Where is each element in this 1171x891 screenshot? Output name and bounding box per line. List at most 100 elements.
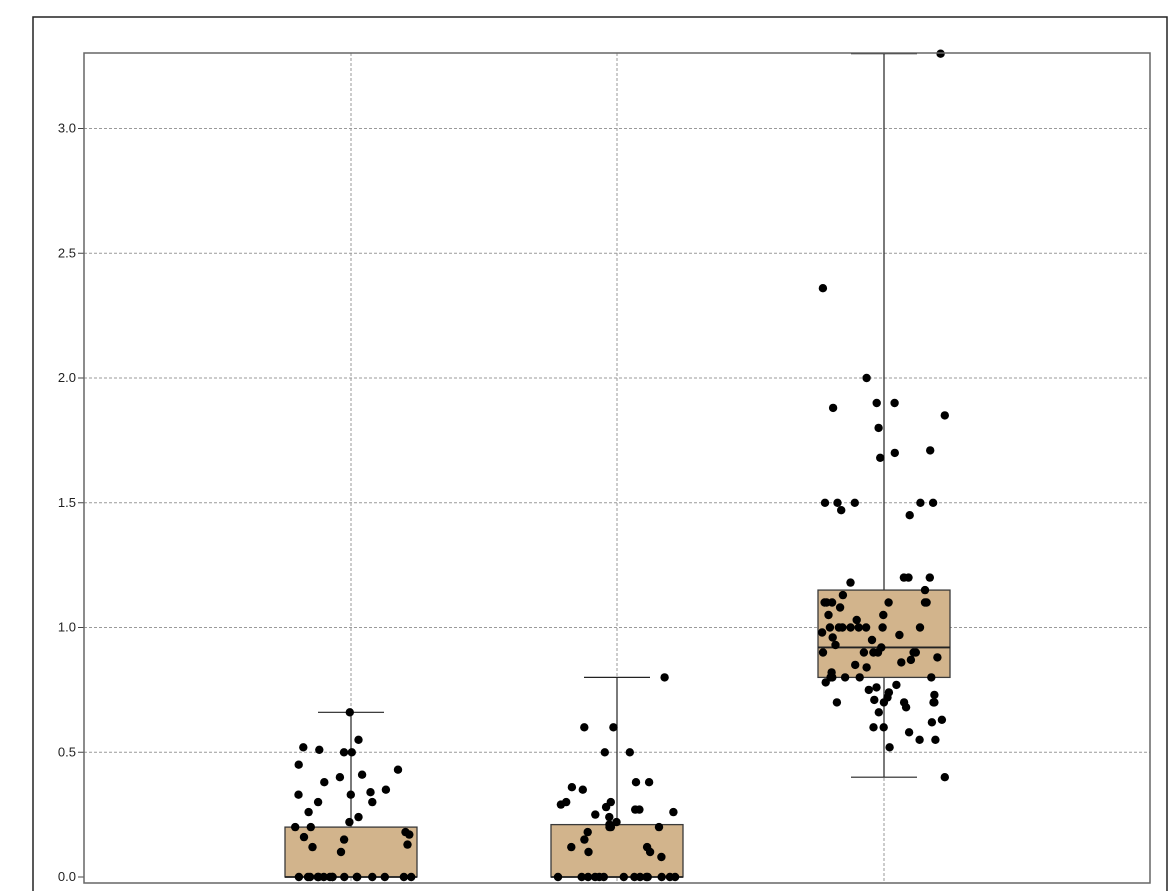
data-point bbox=[851, 660, 860, 670]
data-point bbox=[940, 411, 949, 420]
data-point bbox=[320, 778, 329, 787]
data-point bbox=[299, 743, 308, 752]
data-point bbox=[825, 623, 835, 632]
data-point bbox=[832, 698, 842, 707]
data-point bbox=[347, 748, 356, 757]
data-point bbox=[584, 847, 593, 857]
data-point bbox=[567, 783, 577, 792]
data-point bbox=[303, 872, 313, 882]
data-point bbox=[904, 728, 914, 737]
data-point bbox=[862, 373, 871, 383]
data-point bbox=[873, 648, 883, 657]
data-point bbox=[366, 788, 375, 797]
data-point bbox=[899, 573, 909, 582]
data-point bbox=[927, 718, 937, 727]
data-point bbox=[306, 822, 315, 832]
data-point bbox=[854, 623, 863, 632]
data-point bbox=[308, 842, 317, 852]
data-point bbox=[906, 655, 916, 665]
data-point bbox=[612, 817, 621, 827]
data-point bbox=[824, 610, 833, 620]
data-point bbox=[553, 872, 563, 882]
data-point bbox=[657, 872, 666, 882]
data-point bbox=[818, 648, 828, 657]
data-point bbox=[864, 685, 873, 695]
data-point bbox=[820, 598, 829, 607]
data-point bbox=[354, 812, 363, 822]
data-point bbox=[890, 448, 899, 458]
data-point bbox=[345, 817, 354, 827]
data-point bbox=[407, 872, 416, 882]
data-point bbox=[357, 770, 367, 779]
data-point bbox=[294, 760, 303, 769]
y-tick-label: 3.0 bbox=[58, 121, 76, 136]
data-point bbox=[381, 785, 391, 794]
data-point bbox=[635, 872, 645, 882]
data-point bbox=[335, 773, 345, 782]
data-point bbox=[859, 648, 869, 657]
data-point bbox=[827, 598, 837, 607]
data-point bbox=[890, 398, 899, 408]
data-point bbox=[657, 852, 666, 862]
outer-border bbox=[32, 16, 1168, 891]
data-point bbox=[580, 723, 589, 732]
y-tick-label: 1.5 bbox=[58, 495, 76, 510]
y-tick-label: 0.0 bbox=[58, 869, 76, 884]
point-layer bbox=[291, 49, 949, 882]
plot-area-border bbox=[83, 52, 1151, 884]
data-point bbox=[380, 872, 389, 882]
data-point bbox=[821, 678, 830, 687]
data-point bbox=[833, 498, 842, 507]
data-point bbox=[874, 708, 883, 717]
data-point bbox=[874, 423, 883, 433]
data-point bbox=[346, 790, 355, 799]
data-point bbox=[878, 623, 887, 632]
data-point bbox=[669, 807, 678, 817]
data-point bbox=[605, 822, 614, 832]
data-point bbox=[901, 703, 911, 712]
data-point bbox=[925, 573, 934, 582]
data-point bbox=[368, 797, 377, 807]
data-point bbox=[850, 498, 859, 507]
data-point bbox=[368, 872, 377, 882]
data-point bbox=[578, 785, 587, 794]
data-point bbox=[905, 511, 914, 520]
data-point bbox=[879, 723, 888, 732]
data-point bbox=[818, 284, 828, 293]
data-point bbox=[314, 872, 323, 882]
data-point bbox=[328, 872, 337, 882]
data-point bbox=[567, 842, 576, 852]
data-point bbox=[876, 453, 885, 462]
y-tick-label: 1.0 bbox=[58, 620, 76, 635]
data-point bbox=[852, 615, 861, 625]
data-point bbox=[930, 698, 939, 707]
data-point bbox=[940, 773, 949, 782]
data-point bbox=[591, 810, 600, 819]
data-point bbox=[313, 797, 323, 807]
data-point bbox=[304, 807, 313, 817]
data-point bbox=[393, 765, 403, 774]
data-point bbox=[642, 872, 651, 882]
data-point bbox=[605, 812, 614, 822]
data-point bbox=[336, 847, 346, 857]
y-tick-label: 2.5 bbox=[58, 245, 76, 260]
data-point bbox=[920, 585, 930, 595]
data-point bbox=[930, 690, 939, 700]
data-point bbox=[838, 590, 848, 600]
data-point bbox=[927, 673, 936, 682]
data-point bbox=[339, 748, 349, 757]
data-point bbox=[580, 835, 589, 844]
data-point bbox=[294, 872, 304, 882]
data-point bbox=[916, 498, 925, 507]
data-point bbox=[600, 748, 609, 757]
data-point bbox=[601, 802, 611, 812]
data-point bbox=[937, 715, 947, 724]
data-point bbox=[817, 628, 827, 637]
data-point bbox=[862, 663, 871, 672]
data-point bbox=[291, 822, 300, 832]
data-point bbox=[631, 805, 640, 814]
data-point bbox=[926, 446, 935, 455]
data-point bbox=[846, 578, 855, 587]
data-point bbox=[879, 698, 889, 707]
data-point bbox=[922, 598, 931, 607]
